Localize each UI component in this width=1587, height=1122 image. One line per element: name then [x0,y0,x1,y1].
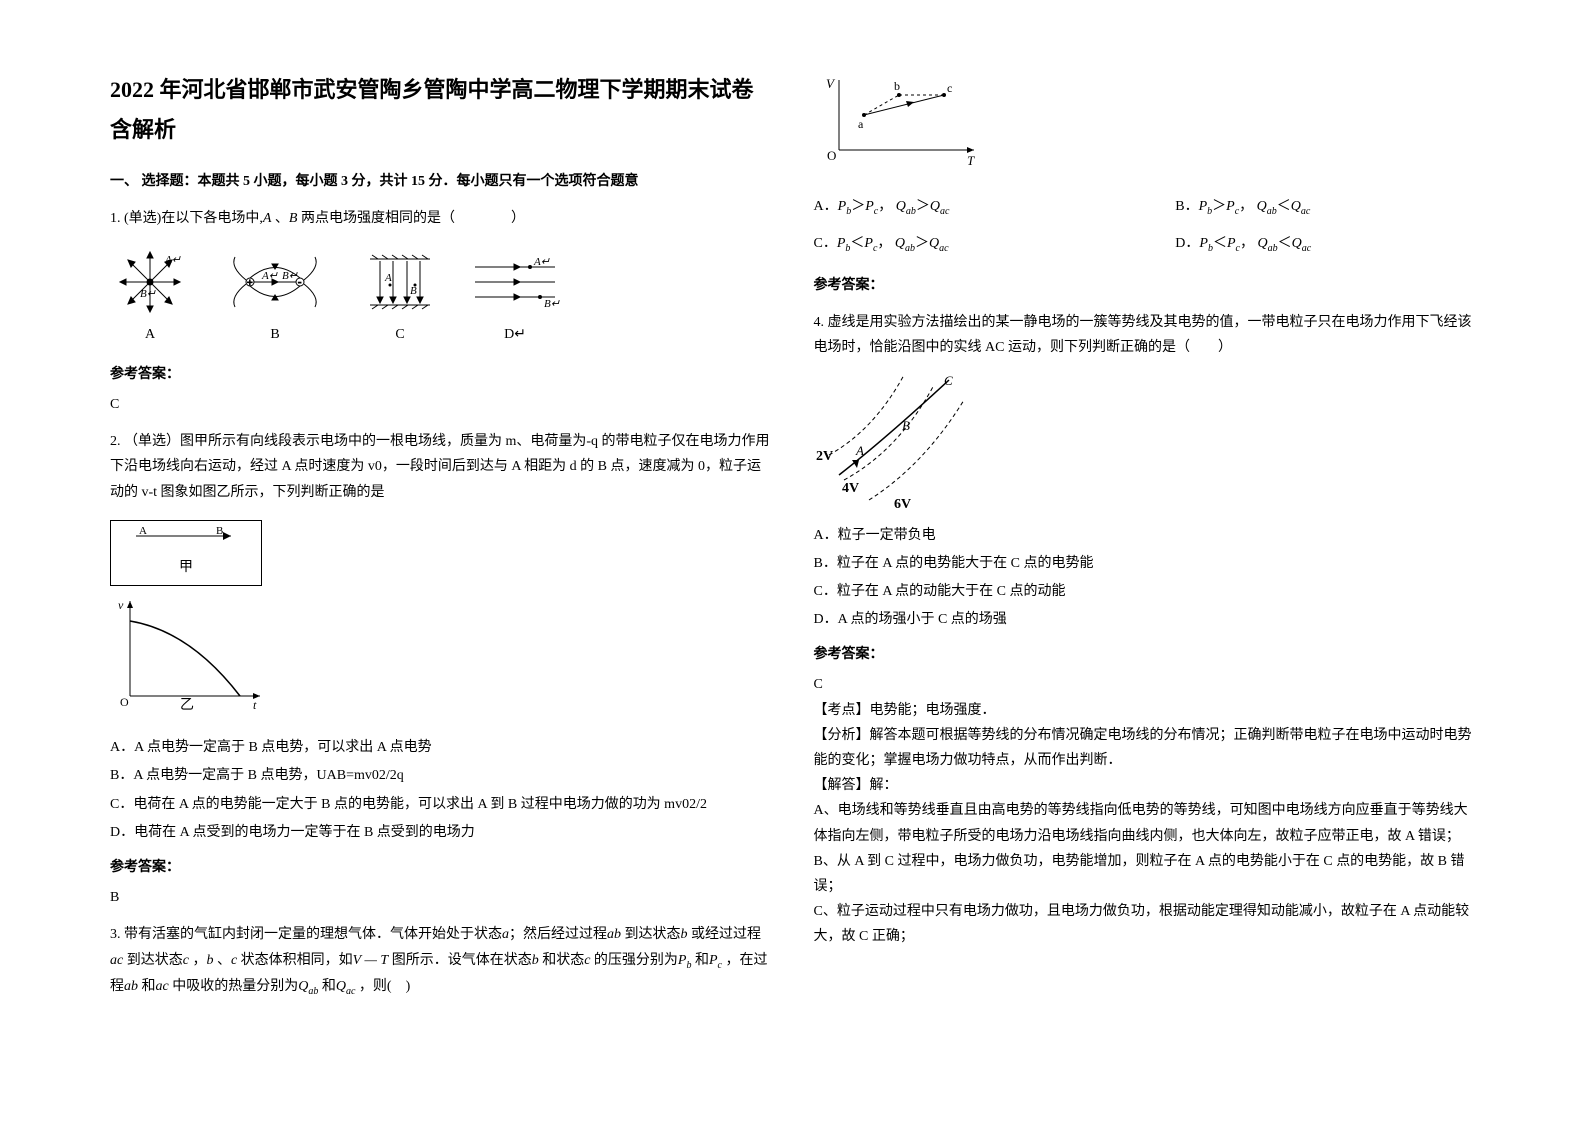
svg-text:v: v [118,598,124,612]
q4-kaodian: 【考点】电势能；电场强度． [814,698,1478,723]
q4-stem: 4. 虚线是用实验方法描绘出的某一静电场的一簇等势线及其电势的值，一带电粒子只在… [814,310,1478,360]
svg-text:B↵: B↵ [282,270,298,282]
section-1-heading: 一、 选择题：本题共 5 小题，每小题 3 分，共计 15 分．每小题只有一个选… [110,169,774,194]
q1-fig-d: A↵ B↵ D↵ [470,247,560,347]
q1-label-a: A [110,322,190,347]
q4-exp-c: C、粒子运动过程中只有电场力做功，且电场力做负功，根据动能定理得知动能减小，故粒… [814,899,1478,949]
q2-panel-jia: A B 甲 [110,520,262,586]
q1-fig-a: A↵ B↵ A [110,247,190,347]
svg-text:A: A [855,443,864,458]
q1-label-c: C [360,322,440,347]
svg-text:6V: 6V [894,497,911,510]
right-column: V T O a b c A．Pb＞Pc， Qab＞Qac B．Pb＞Pc， Qa… [794,70,1498,1052]
q1-fig-b: + - A↵ B↵ B [220,247,330,347]
q4-opt-c: C．粒子在 A 点的动能大于在 C 点的动能 [814,579,1478,604]
q2-opt-d: D．电荷在 A 点受到的电场力一定等于在 B 点受到的电场力 [110,820,774,845]
q1-stem: 1. (单选)在以下各电场中,A 、B 两点电场强度相同的是（ ） [110,206,774,231]
equipotential-icon: A B C 2V 4V 6V [814,360,994,510]
svg-text:b: b [894,79,900,93]
q4-opt-d: D．A 点的场强小于 C 点的场强 [814,607,1478,632]
svg-text:V: V [826,76,836,91]
q2-stem: 2. （单选）图甲所示有向线段表示电场中的一根电场线，质量为 m、电荷量为-q … [110,429,774,505]
q2-answer: B [110,885,774,910]
svg-text:t: t [253,698,257,711]
q4-fenxi: 【分析】解答本题可根据等势线的分布情况确定电场线的分布情况；正确判断带电粒子在电… [814,723,1478,773]
svg-text:A↵: A↵ [533,256,550,268]
svg-text:A: A [139,526,147,537]
vt-process-icon: V T O a b c [814,70,984,170]
q3-opt-a: A．Pb＞Pc， Qab＞Qac [814,194,1116,221]
q3-opt-c: C．Pb＜Pc， Qab＞Qac [814,231,1116,258]
q3-opt-d: D．Pb＜Pc， Qab＜Qac [1175,231,1477,258]
q4-opt-a: A．粒子一定带负电 [814,523,1478,548]
svg-text:B: B [216,526,223,537]
svg-text:O: O [120,695,129,709]
q1-label-b: B [220,322,330,347]
q2-figure: A B 甲 v t O 乙 [110,520,774,721]
question-3-stem: 3. 带有活塞的气缸内封闭一定量的理想气体．气体开始处于状态a；然后经过过程ab… [110,922,774,1001]
q4-answer: C [814,672,1478,697]
q4-options: A．粒子一定带负电 B．粒子在 A 点的电势能大于在 C 点的电势能 C．粒子在… [814,523,1478,633]
question-1: 1. (单选)在以下各电场中,A 、B 两点电场强度相同的是（ ） [110,206,774,417]
svg-text:B: B [902,418,910,433]
q2-opt-a: A．A 点电势一定高于 B 点电势，可以求出 A 点电势 [110,735,774,760]
svg-text:c: c [947,81,952,95]
field-line-ab-icon: A B [131,526,241,546]
svg-text:A↵: A↵ [164,254,181,266]
q1-fig-c: A B C [360,247,440,347]
q2-jia-label: 甲 [131,555,241,580]
q2-options: A．A 点电势一定高于 B 点电势，可以求出 A 点电势 B．A 点电势一定高于… [110,735,774,845]
field-diagram-d-icon: A↵ B↵ [470,247,560,317]
svg-text:A: A [384,272,392,284]
svg-text:a: a [858,117,864,131]
svg-text:A↵: A↵ [261,270,278,282]
q3-vt-diagram: V T O a b c [814,70,1478,179]
q2-panel-yi: v t O 乙 [110,591,774,720]
q4-figure: A B C 2V 4V 6V [814,360,1478,519]
q2-answer-label: 参考答案： [110,855,774,880]
question-2: 2. （单选）图甲所示有向线段表示电场中的一根电场线，质量为 m、电荷量为-q … [110,429,774,910]
svg-text:B↵: B↵ [544,298,560,310]
svg-text:2V: 2V [816,449,833,464]
q2-opt-c: C．电荷在 A 点的电势能一定大于 B 点的电势能，可以求出 A 到 B 过程中… [110,792,774,817]
exam-title: 2022 年河北省邯郸市武安管陶乡管陶中学高二物理下学期期末试卷含解析 [110,70,774,149]
q3-answer-label: 参考答案： [814,273,1478,298]
q1-answer: C [110,392,774,417]
q2-opt-b: B．A 点电势一定高于 B 点电势，UAB=mv02/2q [110,763,774,788]
field-diagram-a-icon: A↵ B↵ [110,247,190,317]
q4-opt-b: B．粒子在 A 点的电势能大于在 C 点的电势能 [814,551,1478,576]
q3-opt-b: B．Pb＞Pc， Qab＜Qac [1175,194,1477,221]
svg-text:O: O [827,148,836,163]
question-4: 4. 虚线是用实验方法描绘出的某一静电场的一簇等势线及其电势的值，一带电粒子只在… [814,310,1478,950]
left-column: 2022 年河北省邯郸市武安管陶乡管陶中学高二物理下学期期末试卷含解析 一、 选… [90,70,794,1052]
svg-text:乙: 乙 [180,697,194,711]
svg-text:4V: 4V [842,481,859,496]
svg-text:B: B [410,285,417,297]
q1-figures: A↵ B↵ A + - [110,247,774,347]
field-diagram-b-icon: + - A↵ B↵ [220,247,330,317]
svg-text:C: C [944,373,953,388]
q4-exp-a: A、电场线和等势线垂直且由高电势的等势线指向低电势的等势线，可知图中电场线方向应… [814,798,1478,848]
svg-text:B↵: B↵ [140,288,156,300]
q3-stem: 3. 带有活塞的气缸内封闭一定量的理想气体．气体开始处于状态a；然后经过过程ab… [110,922,774,1001]
q1-answer-label: 参考答案： [110,362,774,387]
svg-text:T: T [967,153,975,168]
vt-graph-icon: v t O 乙 [110,591,270,711]
q1-label-d: D↵ [470,322,560,347]
q4-exp-b: B、从 A 到 C 过程中，电场力做负功，电势能增加，则粒子在 A 点的电势能小… [814,849,1478,899]
q4-jieda-head: 【解答】解： [814,773,1478,798]
field-diagram-c-icon: A B [360,247,440,317]
q4-answer-label: 参考答案： [814,642,1478,667]
q3-options: A．Pb＞Pc， Qab＞Qac B．Pb＞Pc， Qab＜Qac C．Pb＜P… [814,194,1478,258]
